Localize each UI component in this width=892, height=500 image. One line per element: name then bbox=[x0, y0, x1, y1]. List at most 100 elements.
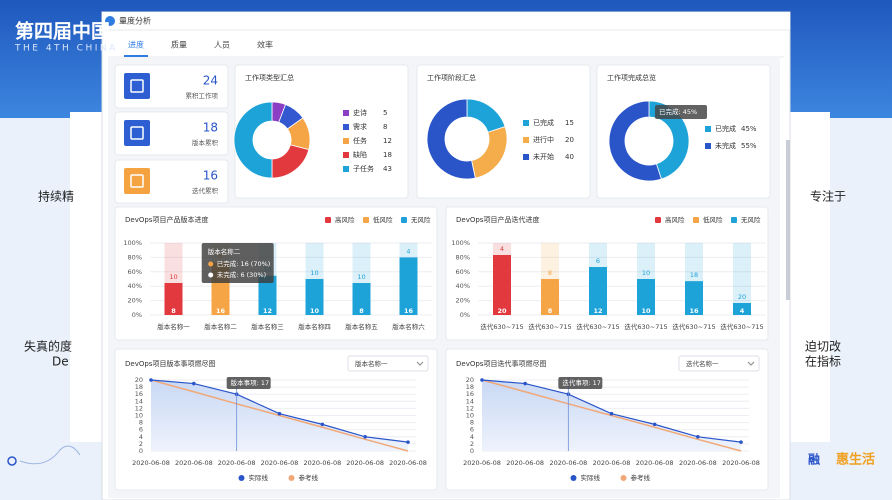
slide-title: 第四届中国 bbox=[15, 20, 110, 43]
y-tick-label: 80% bbox=[456, 253, 470, 261]
legend-swatch bbox=[570, 475, 577, 481]
donut-slice bbox=[426, 98, 476, 180]
x-tick-label: 2020-06-08 bbox=[175, 459, 213, 467]
select-box[interactable] bbox=[678, 355, 760, 372]
legend-label: 未完成 bbox=[715, 141, 736, 150]
bar-label: 10 bbox=[310, 269, 318, 277]
window-title: 量度分析 bbox=[119, 16, 151, 26]
x-tick-label: 2020-06-08 bbox=[303, 459, 341, 467]
x-tick-label: 版本名称六 bbox=[392, 322, 425, 331]
x-tick-label: 迭代630~715 bbox=[576, 322, 619, 331]
tooltip-dot bbox=[208, 261, 214, 267]
tooltip bbox=[558, 377, 603, 389]
x-tick-label: 2020-06-08 bbox=[261, 459, 299, 467]
bar-done bbox=[589, 267, 607, 315]
tooltip-text: 版本事项: 17 bbox=[231, 378, 270, 387]
legend-swatch bbox=[343, 138, 349, 144]
slide-text: De bbox=[52, 355, 69, 369]
scrollbar bbox=[786, 140, 790, 300]
chart-title: 工作项完成总览 bbox=[607, 73, 656, 82]
stat-icon bbox=[124, 73, 150, 99]
legend-swatch bbox=[705, 126, 711, 132]
point bbox=[609, 411, 614, 416]
window-titlebar bbox=[102, 12, 790, 30]
legend-value: 5 bbox=[383, 109, 387, 117]
bar-label: 4 bbox=[406, 247, 410, 255]
legend-label: 已完成 bbox=[715, 124, 736, 133]
legend-label: 低风险 bbox=[703, 215, 723, 224]
y-tick-label: 100% bbox=[123, 239, 142, 247]
slide-decoration bbox=[19, 445, 81, 465]
y-tick-label: 16 bbox=[466, 390, 474, 398]
y-tick-label: 40% bbox=[128, 282, 142, 290]
y-tick-label: 18 bbox=[135, 383, 143, 391]
bar-label: 16 bbox=[404, 307, 414, 315]
tooltip-dot bbox=[208, 272, 214, 278]
bar-remaining bbox=[541, 243, 559, 279]
x-tick-label: 迭代630~715 bbox=[720, 322, 763, 331]
stat-value: 24 bbox=[203, 74, 218, 88]
select-chevron bbox=[747, 361, 755, 366]
tab[interactable]: 进度 bbox=[128, 40, 144, 50]
legend-value: 45% bbox=[741, 125, 757, 133]
legend-swatch bbox=[523, 137, 529, 143]
x-tick-label: 2020-06-08 bbox=[636, 459, 674, 467]
y-tick-label: 8 bbox=[470, 419, 474, 427]
bar-done bbox=[541, 279, 559, 315]
bar-done bbox=[258, 275, 277, 315]
legend-label: 已完成 bbox=[533, 118, 554, 127]
legend-label: 进行中 bbox=[533, 135, 554, 144]
tooltip-text: 已完成: 45% bbox=[659, 107, 697, 116]
y-tick-label: 4 bbox=[139, 433, 143, 441]
chart-title: DevOps项目产品版本进度 bbox=[125, 215, 208, 224]
legend-swatch bbox=[523, 154, 529, 160]
point bbox=[739, 440, 743, 444]
legend-value: 8 bbox=[383, 123, 387, 131]
stat-icon-glyph bbox=[130, 79, 144, 93]
x-tick-label: 2020-06-08 bbox=[218, 459, 256, 467]
legend-swatch bbox=[343, 166, 349, 172]
bar-label: 8 bbox=[359, 307, 364, 315]
legend-swatch bbox=[343, 110, 349, 116]
bar-label: 12 bbox=[263, 307, 272, 315]
select-box[interactable] bbox=[347, 355, 429, 372]
legend-swatch bbox=[343, 152, 349, 158]
tab[interactable]: 效率 bbox=[257, 40, 273, 50]
legend-swatch bbox=[363, 217, 369, 223]
bar-label: 10 bbox=[641, 307, 651, 315]
y-tick-label: 6 bbox=[470, 426, 474, 434]
legend-label: 无风险 bbox=[741, 215, 761, 224]
bar-label: 8 bbox=[548, 269, 552, 277]
legend-swatch bbox=[523, 120, 529, 126]
x-tick-label: 2020-06-08 bbox=[549, 459, 587, 467]
bar-label: 18 bbox=[690, 271, 698, 279]
tooltip bbox=[655, 105, 707, 119]
x-tick-label: 2020-06-08 bbox=[463, 459, 501, 467]
bar-label: 16 bbox=[216, 307, 226, 315]
select-chevron bbox=[416, 361, 424, 366]
y-tick-label: 0 bbox=[139, 447, 143, 455]
chart-title: DevOps项目产品迭代进度 bbox=[456, 215, 539, 224]
x-tick-label: 迭代630~715 bbox=[672, 322, 715, 331]
tab[interactable]: 质量 bbox=[171, 40, 187, 50]
bar-label: 10 bbox=[310, 307, 320, 315]
point bbox=[363, 435, 367, 439]
bar-remaining bbox=[589, 243, 607, 267]
bar-done bbox=[685, 281, 703, 315]
stat-value: 16 bbox=[203, 169, 218, 183]
x-tick-label: 2020-06-08 bbox=[593, 459, 631, 467]
y-tick-label: 80% bbox=[128, 253, 142, 261]
stat-label: 迭代累积 bbox=[192, 186, 219, 195]
bar-label: 4 bbox=[500, 245, 504, 253]
y-tick-label: 20% bbox=[456, 297, 470, 305]
select-value: 迭代名称一 bbox=[686, 359, 719, 368]
chart-title: 工作项阶段汇总 bbox=[427, 73, 476, 82]
bar-remaining bbox=[637, 243, 655, 279]
bar-done bbox=[399, 257, 418, 315]
bar-remaining bbox=[493, 243, 511, 255]
stat-icon bbox=[124, 168, 150, 194]
y-tick-label: 0 bbox=[470, 447, 474, 455]
tab[interactable]: 人员 bbox=[214, 41, 230, 50]
panel bbox=[234, 64, 409, 199]
bar-label: 8 bbox=[171, 307, 176, 315]
